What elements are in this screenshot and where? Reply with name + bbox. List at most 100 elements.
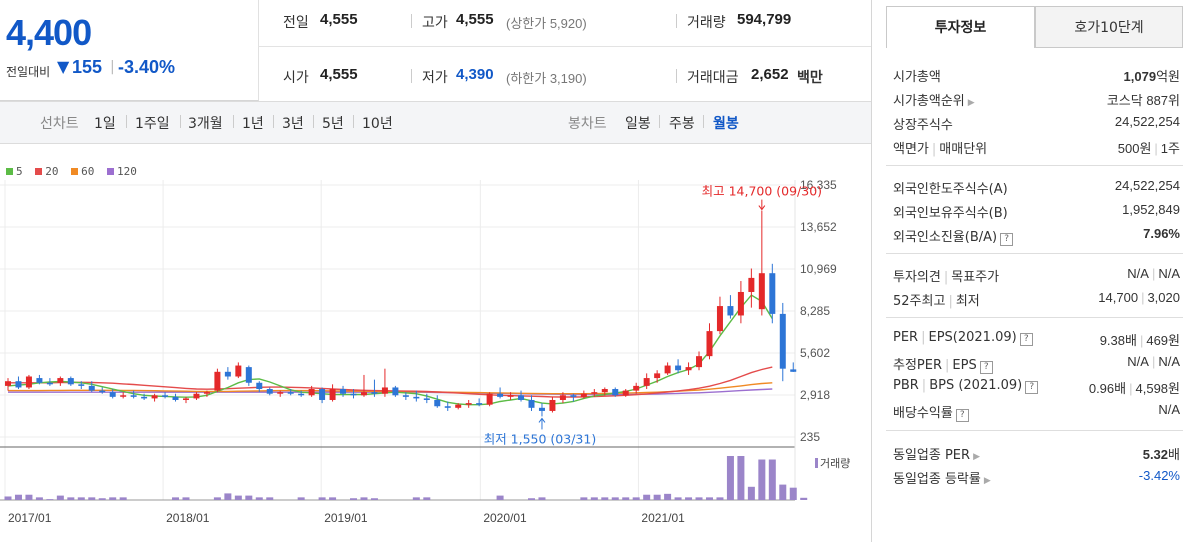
low-arrow-head bbox=[538, 417, 546, 423]
candle-body bbox=[120, 395, 127, 397]
volume-bar bbox=[370, 498, 378, 500]
opinion-label: 투자의견 | 목표주가 bbox=[893, 270, 1000, 285]
candle-body bbox=[758, 273, 765, 310]
candle-body bbox=[559, 395, 566, 400]
y-tick-label: 16,335 bbox=[800, 178, 837, 192]
candle-body bbox=[790, 369, 797, 372]
candle-body bbox=[455, 404, 462, 408]
investment-info-panel bbox=[871, 0, 1194, 542]
candle-body bbox=[465, 403, 472, 405]
amount-value: 2,652 bbox=[751, 66, 789, 83]
triangle-right-icon: ▶ bbox=[973, 452, 980, 462]
foreign-hold-label: 외국인보유주식수(B) bbox=[893, 206, 1008, 221]
help-icon[interactable]: ? bbox=[955, 409, 969, 422]
tab-3y[interactable]: 3년 bbox=[282, 116, 304, 132]
candle-body bbox=[46, 382, 53, 385]
x-tick-label: 2021/01 bbox=[641, 511, 685, 525]
candle-body bbox=[675, 365, 682, 371]
pbr-label: PBR | BPS (2021.09)? bbox=[893, 378, 1039, 394]
tab-weekly[interactable]: 주봉 bbox=[669, 116, 695, 132]
candle-body bbox=[727, 306, 734, 316]
volume-bar bbox=[800, 497, 808, 500]
help-icon[interactable]: ? bbox=[1025, 381, 1039, 394]
candle-body bbox=[423, 398, 430, 400]
candle-body bbox=[329, 389, 336, 400]
candle-body bbox=[308, 389, 315, 396]
candle-body bbox=[696, 356, 703, 368]
volume-bar bbox=[266, 497, 274, 500]
tab-1w[interactable]: 1주일 bbox=[135, 116, 170, 132]
lower-limit: (하한가 3,190) bbox=[506, 71, 587, 86]
candle-body bbox=[172, 396, 179, 400]
candle-body bbox=[99, 390, 106, 393]
tab-order-book[interactable]: 호가10단계 bbox=[1035, 6, 1183, 48]
volume-bar bbox=[172, 497, 180, 500]
facevalue-value: 500원 | 1주 bbox=[1117, 141, 1180, 156]
divider bbox=[233, 115, 234, 128]
per-value: 9.38배 | 469원 bbox=[1099, 333, 1180, 348]
volume-bar bbox=[685, 497, 693, 500]
tab-daily[interactable]: 일봉 bbox=[625, 116, 651, 132]
volume-bar bbox=[56, 495, 64, 500]
candle-body bbox=[737, 291, 744, 316]
divider bbox=[886, 317, 1183, 318]
candle-body bbox=[518, 395, 525, 400]
volume-bar bbox=[653, 494, 661, 500]
candle-body bbox=[130, 395, 137, 397]
tab-investment-info[interactable]: 투자정보 bbox=[886, 6, 1035, 48]
tab-1d[interactable]: 1일 bbox=[94, 116, 116, 132]
low-label: 저가 bbox=[422, 70, 448, 86]
help-icon[interactable]: ? bbox=[1019, 333, 1033, 346]
chart-legend: 5 20 60 120 bbox=[6, 165, 143, 178]
candles bbox=[5, 210, 797, 417]
line-chart-title: 선차트 bbox=[40, 116, 79, 132]
candle-body bbox=[266, 389, 273, 394]
y-tick-label: 235 bbox=[800, 430, 820, 444]
tab-1y[interactable]: 1년 bbox=[242, 116, 264, 132]
sector-per-label[interactable]: 동일업종 PER ▶ bbox=[893, 448, 980, 463]
tab-5y[interactable]: 5년 bbox=[322, 116, 344, 132]
candle-body bbox=[371, 392, 378, 394]
w52-label: 52주최고 | 최저 bbox=[893, 294, 980, 309]
candle-body bbox=[381, 387, 388, 394]
volume-bar bbox=[737, 456, 745, 500]
high-value: 4,555 bbox=[456, 11, 494, 28]
tab-3m[interactable]: 3개월 bbox=[188, 116, 223, 132]
tab-10y[interactable]: 10년 bbox=[362, 116, 393, 132]
volume-bar bbox=[67, 497, 75, 500]
candle-body bbox=[224, 371, 231, 377]
candle-body bbox=[298, 393, 305, 396]
volume-bar bbox=[350, 498, 358, 500]
diff-value: 155 bbox=[72, 57, 103, 77]
volume-bar bbox=[329, 497, 337, 500]
candle-body bbox=[507, 395, 514, 397]
volume-label: 거래량 bbox=[687, 15, 726, 31]
divider: | bbox=[110, 59, 115, 75]
dividend-label: 배당수익률? bbox=[893, 402, 969, 422]
candle-body bbox=[591, 392, 598, 394]
volume-bar bbox=[245, 495, 253, 500]
volume-bar bbox=[213, 497, 221, 500]
volume-bar bbox=[674, 497, 682, 500]
cap-rank-label[interactable]: 시가총액순위 ▶ bbox=[893, 94, 975, 109]
sector-rate-label[interactable]: 동일업종 등락률 ▶ bbox=[893, 472, 991, 487]
help-icon[interactable]: ? bbox=[1000, 233, 1014, 246]
market-cap: 1,079억원 bbox=[1123, 69, 1180, 84]
candle-body bbox=[570, 395, 577, 397]
diff-label: 전일대비 bbox=[6, 65, 51, 79]
divider bbox=[313, 115, 314, 128]
divider bbox=[886, 430, 1183, 431]
candle-body bbox=[25, 376, 32, 388]
x-tick-label: 2017/01 bbox=[8, 511, 52, 525]
volume-bar bbox=[758, 459, 766, 500]
open-label: 시가 bbox=[283, 70, 309, 86]
help-icon[interactable]: ? bbox=[979, 361, 993, 374]
volume-bar bbox=[747, 486, 755, 500]
candle-body bbox=[203, 392, 210, 394]
price-chart[interactable]: 235 2,918 5,602 8,285 10,969 13,652 16,335 2017… bbox=[0, 150, 871, 542]
volume-bars bbox=[4, 456, 808, 500]
tab-monthly[interactable]: 월봉 bbox=[713, 116, 739, 132]
prev-label: 전일 bbox=[283, 15, 309, 31]
candle-body bbox=[706, 331, 713, 357]
candle-body bbox=[287, 392, 294, 394]
